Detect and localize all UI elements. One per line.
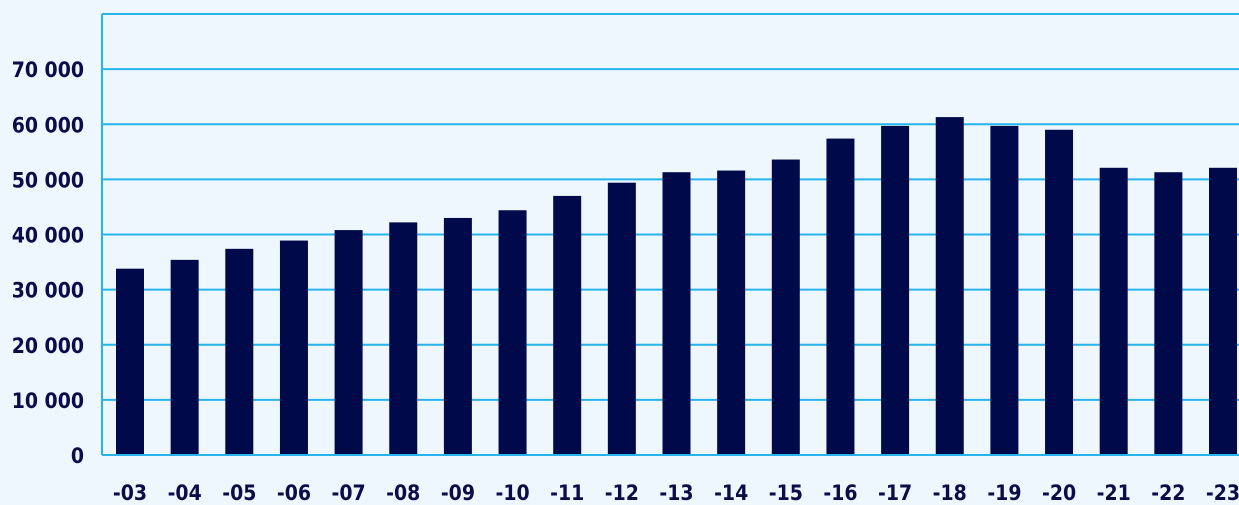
x-tick-label: -08 xyxy=(386,481,420,505)
bar-15 xyxy=(771,159,800,455)
x-tick-label: -20 xyxy=(1042,481,1076,505)
y-tick-label: 10 000 xyxy=(12,389,84,413)
bar-03 xyxy=(116,268,144,455)
bar-11 xyxy=(553,195,582,455)
x-tick-label: -21 xyxy=(1097,481,1131,505)
x-tick-label: -05 xyxy=(222,481,256,505)
bar-07 xyxy=(334,230,363,455)
bar-21 xyxy=(1099,167,1128,455)
y-tick-label: 40 000 xyxy=(12,224,84,248)
bar-20 xyxy=(1045,129,1074,455)
y-tick-label: 60 000 xyxy=(12,113,84,137)
x-tick-label: -23 xyxy=(1206,481,1239,505)
bar-18 xyxy=(935,117,964,456)
bar-04 xyxy=(170,259,199,455)
y-tick-label: 30 000 xyxy=(12,279,84,303)
bar-05 xyxy=(225,248,254,455)
x-tick-label: -19 xyxy=(987,481,1021,505)
bar-13 xyxy=(662,172,691,456)
bar-23 xyxy=(1209,167,1237,455)
bar-17 xyxy=(881,125,910,455)
x-tick-label: -18 xyxy=(933,481,967,505)
x-tick-label: -14 xyxy=(714,481,748,505)
y-tick-label: 70 000 xyxy=(12,58,84,82)
bar-12 xyxy=(607,182,636,455)
x-tick-label: -07 xyxy=(332,481,366,505)
x-tick-label: -04 xyxy=(168,481,202,505)
x-tick-label: -09 xyxy=(441,481,475,505)
bar-06 xyxy=(279,240,308,455)
bar-22 xyxy=(1154,172,1183,456)
bar-19 xyxy=(990,125,1019,455)
x-tick-label: -22 xyxy=(1151,481,1185,505)
x-tick-label: -10 xyxy=(495,481,529,505)
bar-09 xyxy=(443,217,472,455)
y-tick-labels: 0 10 000 20 000 30 000 40 000 50 000 60 000 70 … xyxy=(12,58,84,468)
axis-layer xyxy=(101,14,1239,456)
y-tick-label: 0 xyxy=(71,444,84,468)
bar-08 xyxy=(389,222,418,455)
x-tick-label: -13 xyxy=(659,481,693,505)
x-tick-label: -06 xyxy=(277,481,311,505)
y-tick-label: 50 000 xyxy=(12,168,84,192)
y-tick-label: 20 000 xyxy=(12,334,84,358)
x-tick-label: -15 xyxy=(769,481,803,505)
bar-10 xyxy=(498,210,527,455)
bar-16 xyxy=(826,138,855,455)
bar-14 xyxy=(717,170,746,455)
x-tick-label: -16 xyxy=(823,481,857,505)
x-tick-labels: -03 -04 -05 -06 -07 -08 -09 -10 -11 -12 -13 -14 -15-… xyxy=(113,481,1239,505)
x-tick-label: -11 xyxy=(550,481,584,505)
bar-layer xyxy=(116,117,1237,456)
x-tick-label: -12 xyxy=(605,481,639,505)
x-tick-label: -17 xyxy=(878,481,912,505)
x-tick-label: -03 xyxy=(113,481,147,505)
